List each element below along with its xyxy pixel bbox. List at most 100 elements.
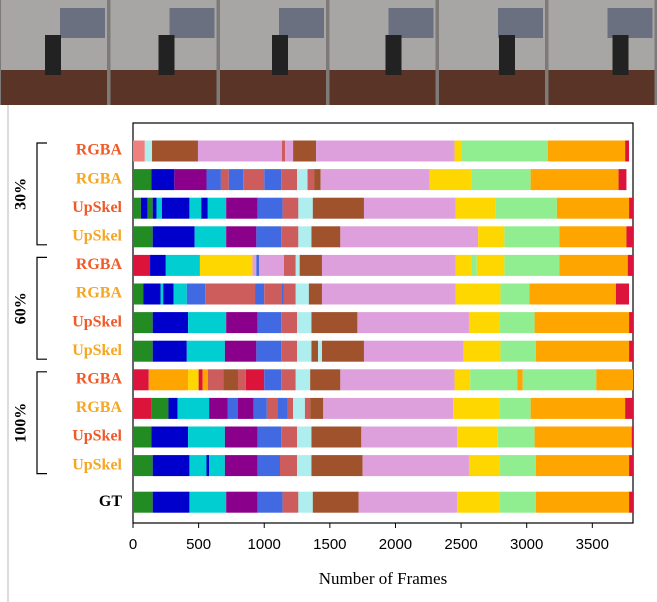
segment	[529, 283, 616, 305]
segment	[223, 369, 238, 391]
segment	[321, 254, 456, 276]
segment	[188, 312, 227, 334]
segment	[188, 369, 199, 391]
segment	[257, 455, 280, 477]
segment	[133, 369, 149, 391]
row-label: GT	[99, 493, 122, 510]
segment	[478, 226, 505, 248]
segment	[304, 397, 311, 419]
segment	[277, 397, 288, 419]
segment	[499, 491, 536, 513]
segment	[534, 426, 632, 448]
segment	[152, 140, 198, 162]
segment	[556, 197, 630, 219]
segment	[266, 397, 278, 419]
segment	[468, 455, 500, 477]
segment	[151, 426, 189, 448]
segment	[297, 455, 312, 477]
segment	[253, 397, 267, 419]
segment	[471, 254, 477, 276]
segment	[629, 197, 633, 219]
group-bracket	[36, 256, 47, 360]
segment	[534, 312, 630, 334]
segment	[199, 254, 253, 276]
segment	[207, 369, 224, 391]
x-tick-label: 1500	[313, 536, 346, 553]
segment	[281, 140, 286, 162]
segment	[189, 197, 202, 219]
segment	[559, 254, 628, 276]
segment	[174, 169, 207, 191]
segment	[133, 340, 153, 362]
segment	[165, 254, 200, 276]
segment	[629, 455, 633, 477]
segment	[227, 397, 238, 419]
segment	[220, 169, 229, 191]
segment	[201, 197, 208, 219]
frame-table	[329, 70, 436, 105]
segment	[295, 283, 309, 305]
segment	[257, 426, 282, 448]
segment	[133, 491, 153, 513]
segment	[237, 397, 254, 419]
segment	[257, 197, 283, 219]
segment	[311, 312, 358, 334]
frame-strip	[0, 0, 657, 105]
row-label: UpSkel	[72, 227, 122, 244]
segment	[226, 491, 258, 513]
frame-shelf	[388, 8, 434, 38]
segment	[298, 226, 312, 248]
segment	[559, 226, 627, 248]
segment	[363, 197, 456, 219]
segment	[297, 312, 312, 334]
segment	[143, 283, 161, 305]
frame-table	[1, 70, 107, 105]
segment	[256, 340, 282, 362]
segment	[517, 369, 523, 391]
segment	[499, 312, 535, 334]
segment	[454, 140, 462, 162]
segment	[295, 254, 300, 276]
segment	[453, 397, 500, 419]
segment	[189, 491, 227, 513]
segment	[282, 197, 299, 219]
segment	[279, 455, 298, 477]
segment	[186, 340, 225, 362]
segment	[148, 369, 189, 391]
segment	[152, 455, 190, 477]
segment	[255, 283, 265, 305]
row-label: UpSkel	[72, 313, 122, 330]
x-axis-label: Number of Frames	[319, 569, 447, 588]
segment	[631, 426, 633, 448]
segment	[281, 312, 298, 334]
x-tick-label: 500	[186, 536, 211, 553]
segment	[312, 197, 364, 219]
segment	[318, 340, 322, 362]
segment	[476, 254, 505, 276]
row-label: RGBA	[76, 256, 123, 273]
frame-table	[439, 70, 545, 105]
segment	[625, 140, 630, 162]
segment	[497, 426, 535, 448]
segment	[615, 283, 630, 305]
row-label: UpSkel	[72, 342, 122, 359]
segment	[256, 254, 259, 276]
row-label: RGBA	[76, 170, 123, 187]
segment	[152, 491, 190, 513]
segment	[133, 254, 151, 276]
row-label: RGBA	[76, 285, 123, 302]
segment	[495, 197, 557, 219]
x-tick-label: 1000	[248, 536, 281, 553]
segment	[298, 491, 313, 513]
group-bracket	[36, 371, 47, 475]
segment	[629, 312, 633, 334]
segment	[281, 169, 298, 191]
segment	[209, 455, 225, 477]
segment	[198, 369, 203, 391]
x-tick-label: 2000	[379, 536, 412, 553]
segment	[156, 197, 162, 219]
segment	[311, 340, 319, 362]
segment	[504, 254, 560, 276]
segment	[596, 369, 633, 391]
segment	[152, 340, 187, 362]
